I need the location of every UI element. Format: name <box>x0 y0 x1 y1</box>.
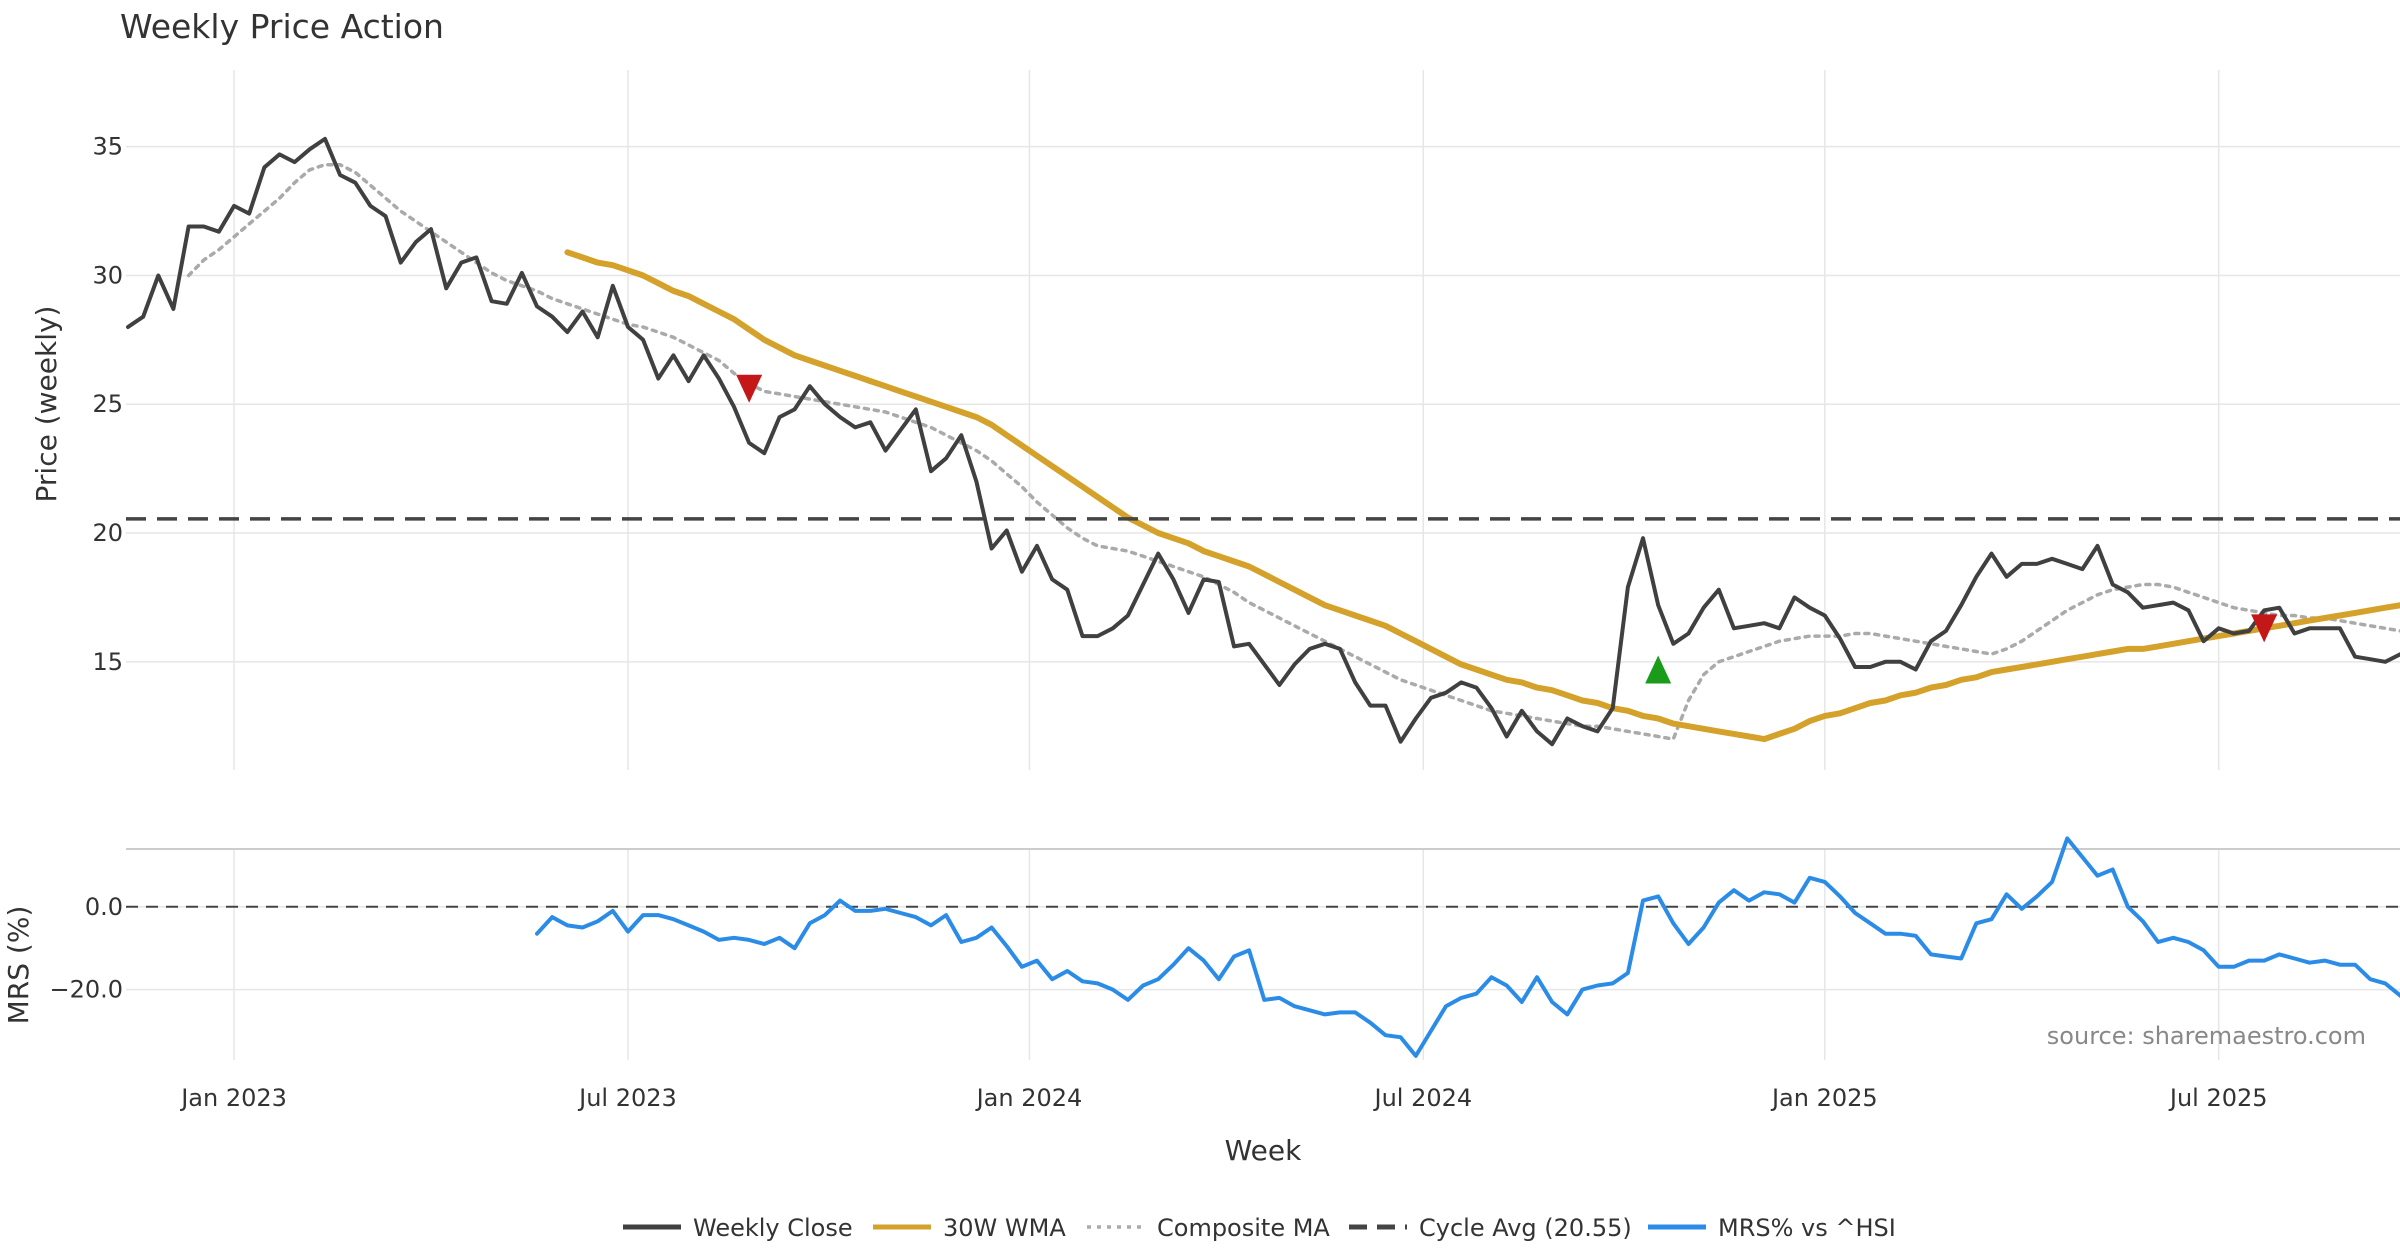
mrs-y-ticks: 0.0 −20.0 <box>49 893 123 1004</box>
price-y-axis-label: Price (weekly) <box>30 306 63 503</box>
mrs-series <box>126 836 2400 1058</box>
price-signals <box>736 374 2278 684</box>
sell-signal-marker-3 <box>2251 614 2278 643</box>
sell-signal-marker-1 <box>736 374 763 403</box>
chart-title: Weekly Price Action <box>120 7 444 46</box>
legend: Weekly Close 30W WMA Composite MA Cycle Avg… <box>623 1214 1896 1242</box>
legend-item-cycle-avg-20-55: Cycle Avg (20.55) <box>1349 1214 1632 1242</box>
legend-label: 30W WMA <box>943 1214 1066 1242</box>
price-y-tick-label: 20 <box>92 519 123 547</box>
x-ticks: Jan 2023 Jul 2023 Jan 2024 Jul 2024 Jan 2025… <box>179 1084 2267 1112</box>
legend-item-composite-ma: Composite MA <box>1087 1214 1330 1242</box>
mrs-y-axis-label: MRS (%) <box>2 906 35 1025</box>
series-mrs-vs-hsi <box>535 836 2400 1058</box>
x-tick-label: Jan 2025 <box>1770 1084 1878 1112</box>
price-y-tick-label: 15 <box>92 648 123 676</box>
x-tick-label: Jan 2024 <box>975 1084 1083 1112</box>
price-series <box>126 136 2400 747</box>
price-y-tick-label: 35 <box>92 133 123 161</box>
legend-item-mrs-vs-hsi: MRS% vs ^HSI <box>1648 1214 1896 1242</box>
legend-item-30w-wma: 30W WMA <box>873 1214 1066 1242</box>
mrs-y-tick-label: −20.0 <box>49 976 123 1004</box>
buy-signal-marker-2 <box>1645 655 1672 684</box>
series-weekly-close <box>126 136 2400 747</box>
series-30w-wma <box>564 249 2400 743</box>
source-note: source: sharemaestro.com <box>2047 1022 2366 1050</box>
legend-label: Composite MA <box>1157 1214 1330 1242</box>
x-tick-label: Jul 2023 <box>577 1084 677 1112</box>
price-y-ticks: 15 20 25 30 35 <box>92 133 123 676</box>
legend-item-weekly-close: Weekly Close <box>623 1214 853 1242</box>
legend-label: MRS% vs ^HSI <box>1718 1214 1896 1242</box>
legend-label: Weekly Close <box>693 1214 853 1242</box>
series-composite-ma <box>186 162 2400 741</box>
x-tick-label: Jan 2023 <box>179 1084 287 1112</box>
price-y-tick-label: 25 <box>92 390 123 418</box>
mrs-y-tick-label: 0.0 <box>85 893 123 921</box>
x-tick-label: Jul 2025 <box>2168 1084 2268 1112</box>
legend-label: Cycle Avg (20.55) <box>1419 1214 1632 1242</box>
x-tick-label: Jul 2024 <box>1372 1084 1472 1112</box>
x-axis-label: Week <box>1225 1134 1302 1167</box>
price-y-tick-label: 30 <box>92 261 123 289</box>
